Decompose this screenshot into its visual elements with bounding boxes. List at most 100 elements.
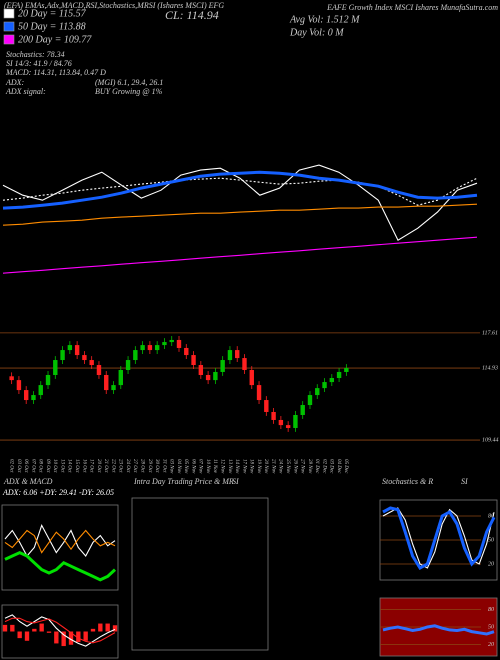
x-tick-label: 30 Oct [154, 459, 159, 473]
x-tick-label: 13 Oct [59, 459, 64, 473]
macd-bar [98, 623, 103, 632]
chart-title: (EFA) EMAs,Adx,MACD,RSI,Stochastics,MRSI… [4, 1, 224, 10]
candle-body [264, 400, 269, 412]
candle-body [16, 380, 22, 391]
x-tick-label: 27 Nov [300, 459, 305, 474]
macd-bar [32, 628, 37, 632]
candle-body [162, 342, 167, 346]
candle-body [300, 405, 305, 415]
x-tick-label: 03 Dec [329, 459, 334, 474]
candle-body [336, 371, 342, 379]
x-tick-label: 15 Oct [74, 459, 79, 473]
x-tick-label: 02 Oct [8, 459, 13, 473]
candle-body [249, 370, 254, 386]
x-tick-label: 05 Dec [343, 459, 348, 474]
x-tick-label: 03 Nov [169, 459, 174, 474]
candle-body [278, 419, 284, 426]
x-tick-label: 03 Oct [16, 459, 21, 473]
line [4, 524, 116, 557]
x-tick-label: 23 Oct [118, 459, 123, 473]
candle-body [213, 371, 218, 381]
x-tick-label: 10 Oct [52, 459, 57, 473]
panel-title: SI [232, 477, 239, 486]
panel-title: Intra Day Trading Price & MR [133, 477, 234, 486]
macd-bar [83, 631, 88, 641]
line [2, 170, 478, 210]
line [4, 614, 116, 647]
x-tick-label: 28 Nov [307, 459, 312, 474]
macd-bar [105, 623, 110, 632]
line [2, 236, 478, 274]
candle-body [38, 385, 43, 396]
x-tick-label: 24 Oct [125, 459, 130, 473]
site-title: EAFE Growth Index MSCI Ishares MunafaSut… [326, 3, 498, 12]
macd-value: MACD: 114.31, 113.84, 0.47 D [5, 68, 106, 77]
x-tick-label: 31 Oct [161, 459, 166, 473]
x-tick-label: 10 Nov [205, 459, 210, 474]
macd-bar [76, 631, 81, 643]
avg-volume: Avg Vol: 1.512 M [289, 14, 360, 25]
candle-body [111, 385, 116, 391]
line [2, 164, 478, 241]
candle-body [315, 388, 320, 396]
y-tick-label: 109.44 [482, 436, 499, 443]
x-tick-label: 01 Dec [314, 459, 319, 474]
x-tick-label: 16 Oct [81, 459, 86, 473]
x-tick-label: 29 Oct [147, 459, 152, 473]
y-tick-label: 50 [488, 537, 494, 543]
line [4, 617, 116, 644]
candle-body [293, 414, 298, 428]
x-tick-label: 18 Nov [249, 459, 254, 474]
x-tick-label: 20 Oct [96, 459, 101, 473]
x-tick-label: 21 Oct [103, 459, 108, 473]
candle-body [220, 360, 225, 372]
x-tick-label: 05 Nov [183, 459, 188, 474]
x-tick-label: 02 Dec [321, 459, 326, 474]
candle-body [9, 376, 14, 381]
candle-body [285, 425, 291, 428]
y-tick-label: 50 [488, 624, 494, 630]
candle-body [242, 358, 247, 371]
x-tick-label: 13 Nov [227, 459, 232, 474]
candle-body [74, 345, 80, 356]
line [4, 529, 116, 554]
x-tick-label: 12 Nov [220, 459, 225, 474]
candle-body [133, 350, 138, 361]
candle-body [60, 350, 65, 361]
x-tick-label: 24 Nov [278, 459, 283, 474]
x-tick-label: 09 Oct [45, 459, 50, 473]
candle-body [96, 365, 102, 375]
x-tick-label: 11 Nov [212, 459, 217, 474]
close-price: CL: 114.94 [165, 8, 219, 22]
candle-body [191, 355, 196, 366]
si-value: SI 14/3: 41.9 / 84.76 [6, 59, 72, 68]
stochastics-value: Stochastics: 78.34 [6, 50, 65, 59]
legend-label: 20 Day = 115.57 [18, 8, 87, 19]
x-tick-label: 20 Nov [263, 459, 268, 474]
candle-body [307, 395, 313, 406]
line [382, 624, 495, 636]
macd-bar [54, 631, 59, 644]
macd-bar [17, 631, 22, 639]
candle-body [227, 350, 233, 361]
candle-body [89, 360, 94, 366]
panel-frame [131, 497, 269, 651]
x-tick-label: 07 Nov [198, 459, 203, 474]
x-tick-label: 17 Nov [241, 459, 246, 474]
candle-body [256, 385, 262, 401]
x-tick-label: 26 Nov [292, 459, 297, 474]
candle-body [271, 411, 276, 420]
macd-bar [46, 631, 52, 633]
x-tick-label: 06 Oct [23, 459, 28, 473]
y-tick-label: 20 [488, 642, 494, 648]
candle-body [184, 347, 189, 356]
candle-body [147, 345, 153, 351]
candle-body [31, 395, 36, 401]
candle-body [104, 374, 109, 391]
candle-body [154, 345, 160, 351]
candle-body [322, 382, 327, 389]
line [2, 203, 478, 226]
candle-body [176, 339, 182, 348]
candle-body [235, 350, 240, 359]
